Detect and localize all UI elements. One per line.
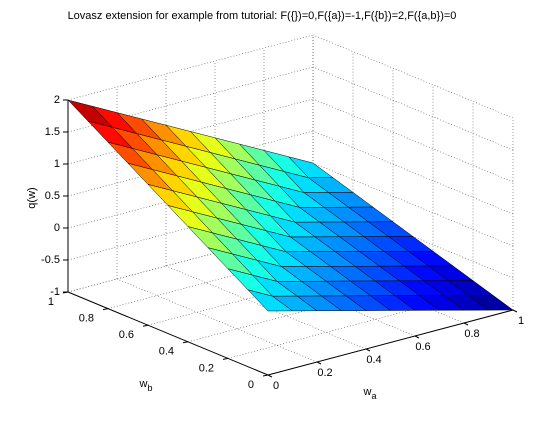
tick-mark (365, 348, 371, 352)
x-tick-label: 0.4 (366, 354, 381, 366)
tick-mark (182, 341, 189, 344)
axis-line (67, 291, 269, 376)
tick-mark (414, 335, 420, 339)
grid-line (312, 98, 514, 183)
z-axis-label: q(w) (26, 187, 38, 208)
tick-mark (262, 374, 269, 377)
axis-line (267, 309, 514, 376)
y-tick-label: 1 (48, 296, 54, 308)
grid-line (116, 278, 318, 363)
z-tick-label: 1.5 (45, 126, 60, 138)
z-tick-label: -0.5 (41, 254, 60, 266)
grid-line (312, 130, 514, 215)
tick-mark (463, 322, 469, 326)
grid-line (67, 34, 314, 101)
surface-patch (247, 289, 294, 312)
x-axis-label: wa (363, 386, 377, 401)
x-axis-label-sub: a (371, 391, 376, 401)
grid-line (227, 293, 474, 359)
y-tick-label: 0.2 (199, 362, 214, 374)
y-tick-label: 0.8 (79, 313, 94, 325)
x-tick-label: 0.2 (317, 367, 332, 379)
tick-mark (102, 308, 109, 311)
x-axis-label-main: w (363, 386, 372, 398)
tick-mark (316, 361, 322, 365)
x-tick-label: 0 (273, 380, 279, 392)
grid-line (312, 66, 514, 151)
y-tick-label: 0.6 (119, 329, 134, 341)
tick-mark (267, 374, 273, 378)
tick-mark (512, 309, 518, 313)
grid-line (67, 226, 314, 293)
x-tick-label: 1 (518, 315, 524, 327)
grid-line (312, 162, 514, 247)
grid-line (312, 34, 514, 119)
y-axis-label-main: w (139, 378, 148, 390)
z-tick-label: 0 (54, 222, 60, 234)
grid-line (107, 243, 354, 309)
z-tick-label: 2 (54, 94, 60, 106)
y-tick-label: 0 (248, 379, 254, 391)
y-axis-label: wb (139, 378, 153, 393)
z-tick-label: -1 (50, 286, 60, 298)
x-tick-label: 0.8 (464, 328, 479, 340)
tick-mark (222, 357, 229, 360)
tick-mark (142, 324, 149, 327)
y-axis-label-sub: b (147, 383, 152, 393)
x-tick-label: 0.6 (415, 341, 430, 353)
y-tick-label: 0.4 (159, 346, 174, 358)
z-tick-label: 1 (54, 158, 60, 170)
chart-title: Lovasz extension for example from tutori… (68, 10, 457, 22)
z-tick-label: 0.5 (45, 190, 60, 202)
